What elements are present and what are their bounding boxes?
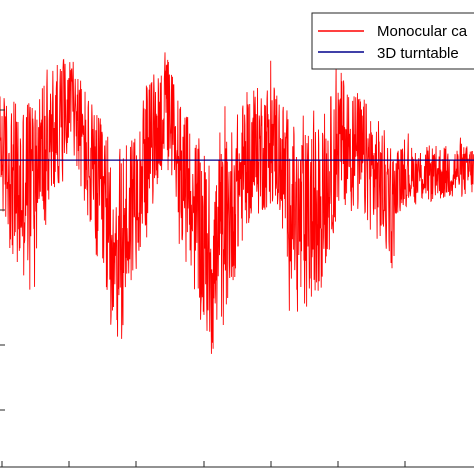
legend-label-series-0: Monocular ca bbox=[377, 23, 468, 40]
legend-label-series-1: 3D turntable bbox=[377, 45, 459, 62]
legend-box bbox=[311, 12, 474, 70]
axis-layer bbox=[0, 109, 474, 468]
legend: Monocular ca 3D turntable bbox=[311, 12, 474, 70]
series-layer bbox=[0, 52, 474, 354]
